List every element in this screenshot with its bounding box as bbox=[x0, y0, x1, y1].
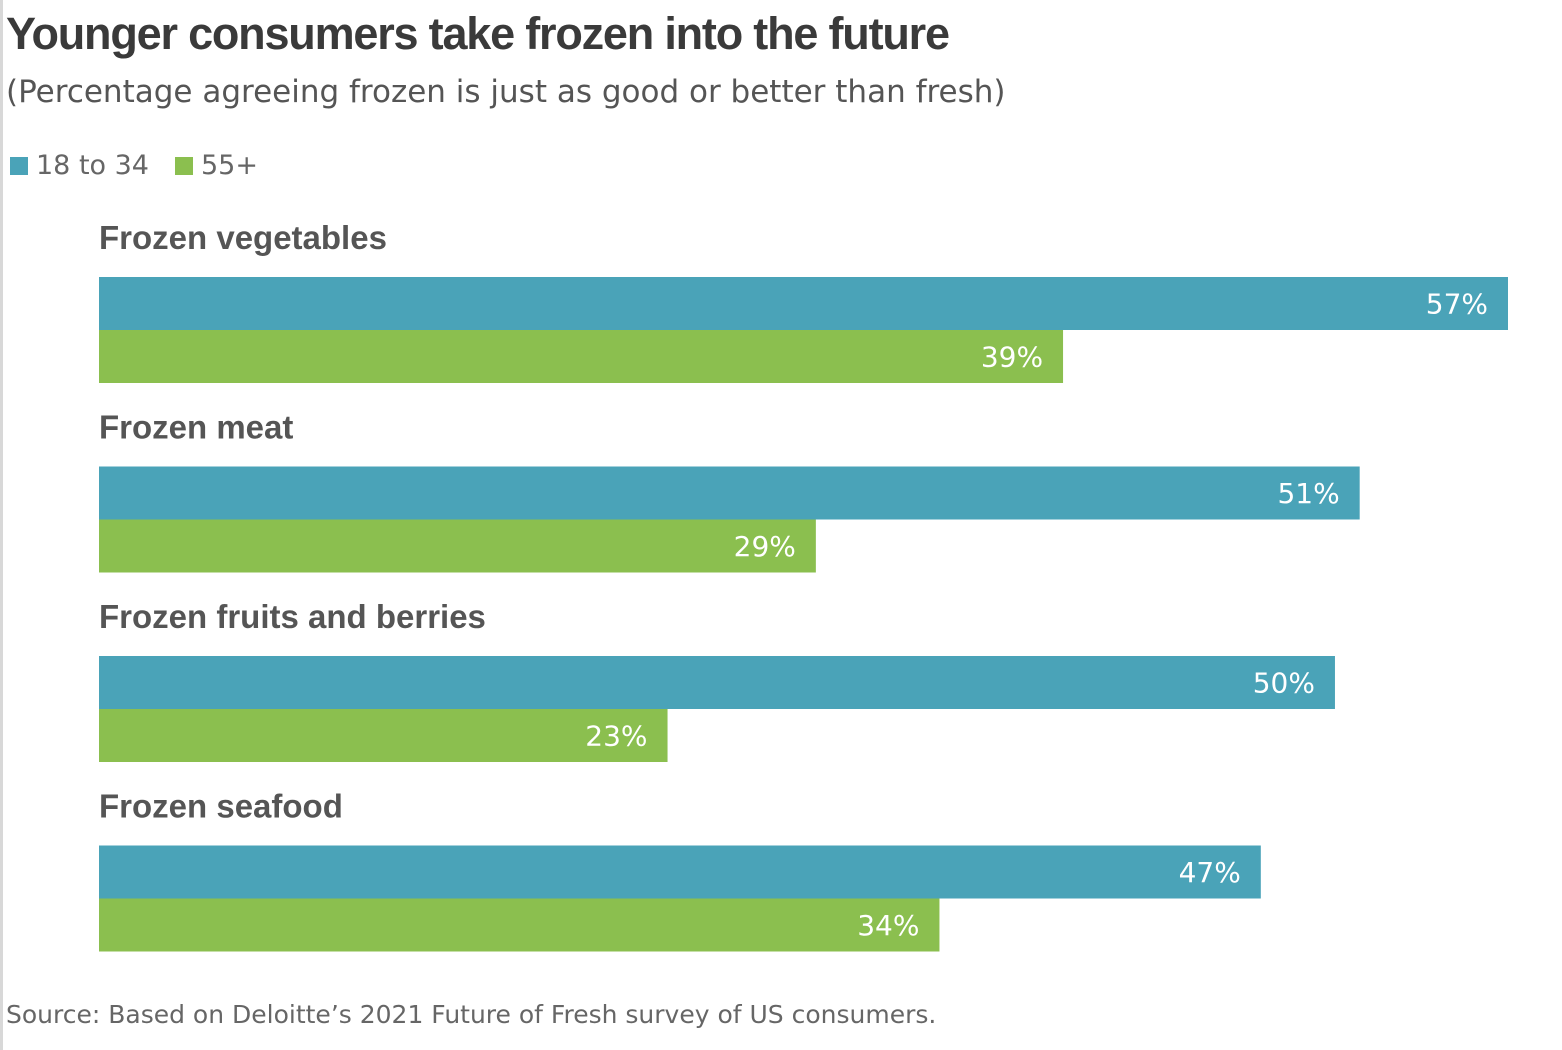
value-label-frozen-meat-series-2: 29% bbox=[734, 530, 796, 563]
legend-label-series-2: 55+ bbox=[200, 150, 258, 181]
bar-frozen-meat-series-2 bbox=[99, 519, 816, 573]
category-label-frozen-vegetables: Frozen vegetables bbox=[99, 219, 387, 256]
left-edge-border bbox=[0, 0, 3, 1050]
value-label-frozen-fruits-and-berries-series-2: 23% bbox=[585, 720, 647, 753]
bar-frozen-seafood-series-1 bbox=[99, 845, 1261, 899]
value-label-frozen-vegetables-series-2: 39% bbox=[981, 341, 1043, 374]
legend-swatch-series-1 bbox=[10, 156, 28, 175]
category-label-frozen-meat: Frozen meat bbox=[99, 409, 293, 446]
category-label-frozen-fruits-and-berries: Frozen fruits and berries bbox=[99, 598, 486, 635]
bar-frozen-fruits-and-berries-series-2 bbox=[99, 709, 668, 762]
value-label-frozen-vegetables-series-1: 57% bbox=[1426, 288, 1488, 321]
source-note: Source: Based on Deloitte’s 2021 Future … bbox=[6, 1000, 937, 1029]
legend-swatch-series-2 bbox=[174, 156, 193, 175]
bar-frozen-fruits-and-berries-series-1 bbox=[99, 656, 1335, 709]
value-label-frozen-meat-series-1: 51% bbox=[1277, 477, 1339, 510]
legend-label-series-1: 18 to 34 bbox=[36, 150, 149, 181]
chart-subtitle: (Percentage agreeing frozen is just as g… bbox=[6, 74, 1006, 110]
category-label-frozen-seafood: Frozen seafood bbox=[99, 788, 343, 825]
chart-title: Younger consumers take frozen into the f… bbox=[6, 8, 950, 59]
legend-item-series-1: 18 to 34 bbox=[10, 150, 149, 181]
bar-frozen-vegetables-series-2 bbox=[99, 330, 1064, 383]
bar-frozen-meat-series-1 bbox=[99, 466, 1360, 520]
bar-frozen-seafood-series-2 bbox=[99, 898, 940, 952]
value-label-frozen-seafood-series-1: 47% bbox=[1179, 856, 1241, 889]
bar-chart: Frozen vegetables 57% 39% Frozen meat 51% 29%… bbox=[99, 219, 1508, 952]
legend-item-series-2: 55+ bbox=[174, 150, 258, 181]
value-label-frozen-fruits-and-berries-series-1: 50% bbox=[1253, 667, 1315, 700]
value-label-frozen-seafood-series-2: 34% bbox=[857, 909, 919, 942]
chart-legend: 18 to 34 55+ bbox=[10, 150, 284, 181]
bar-frozen-vegetables-series-1 bbox=[99, 277, 1508, 330]
